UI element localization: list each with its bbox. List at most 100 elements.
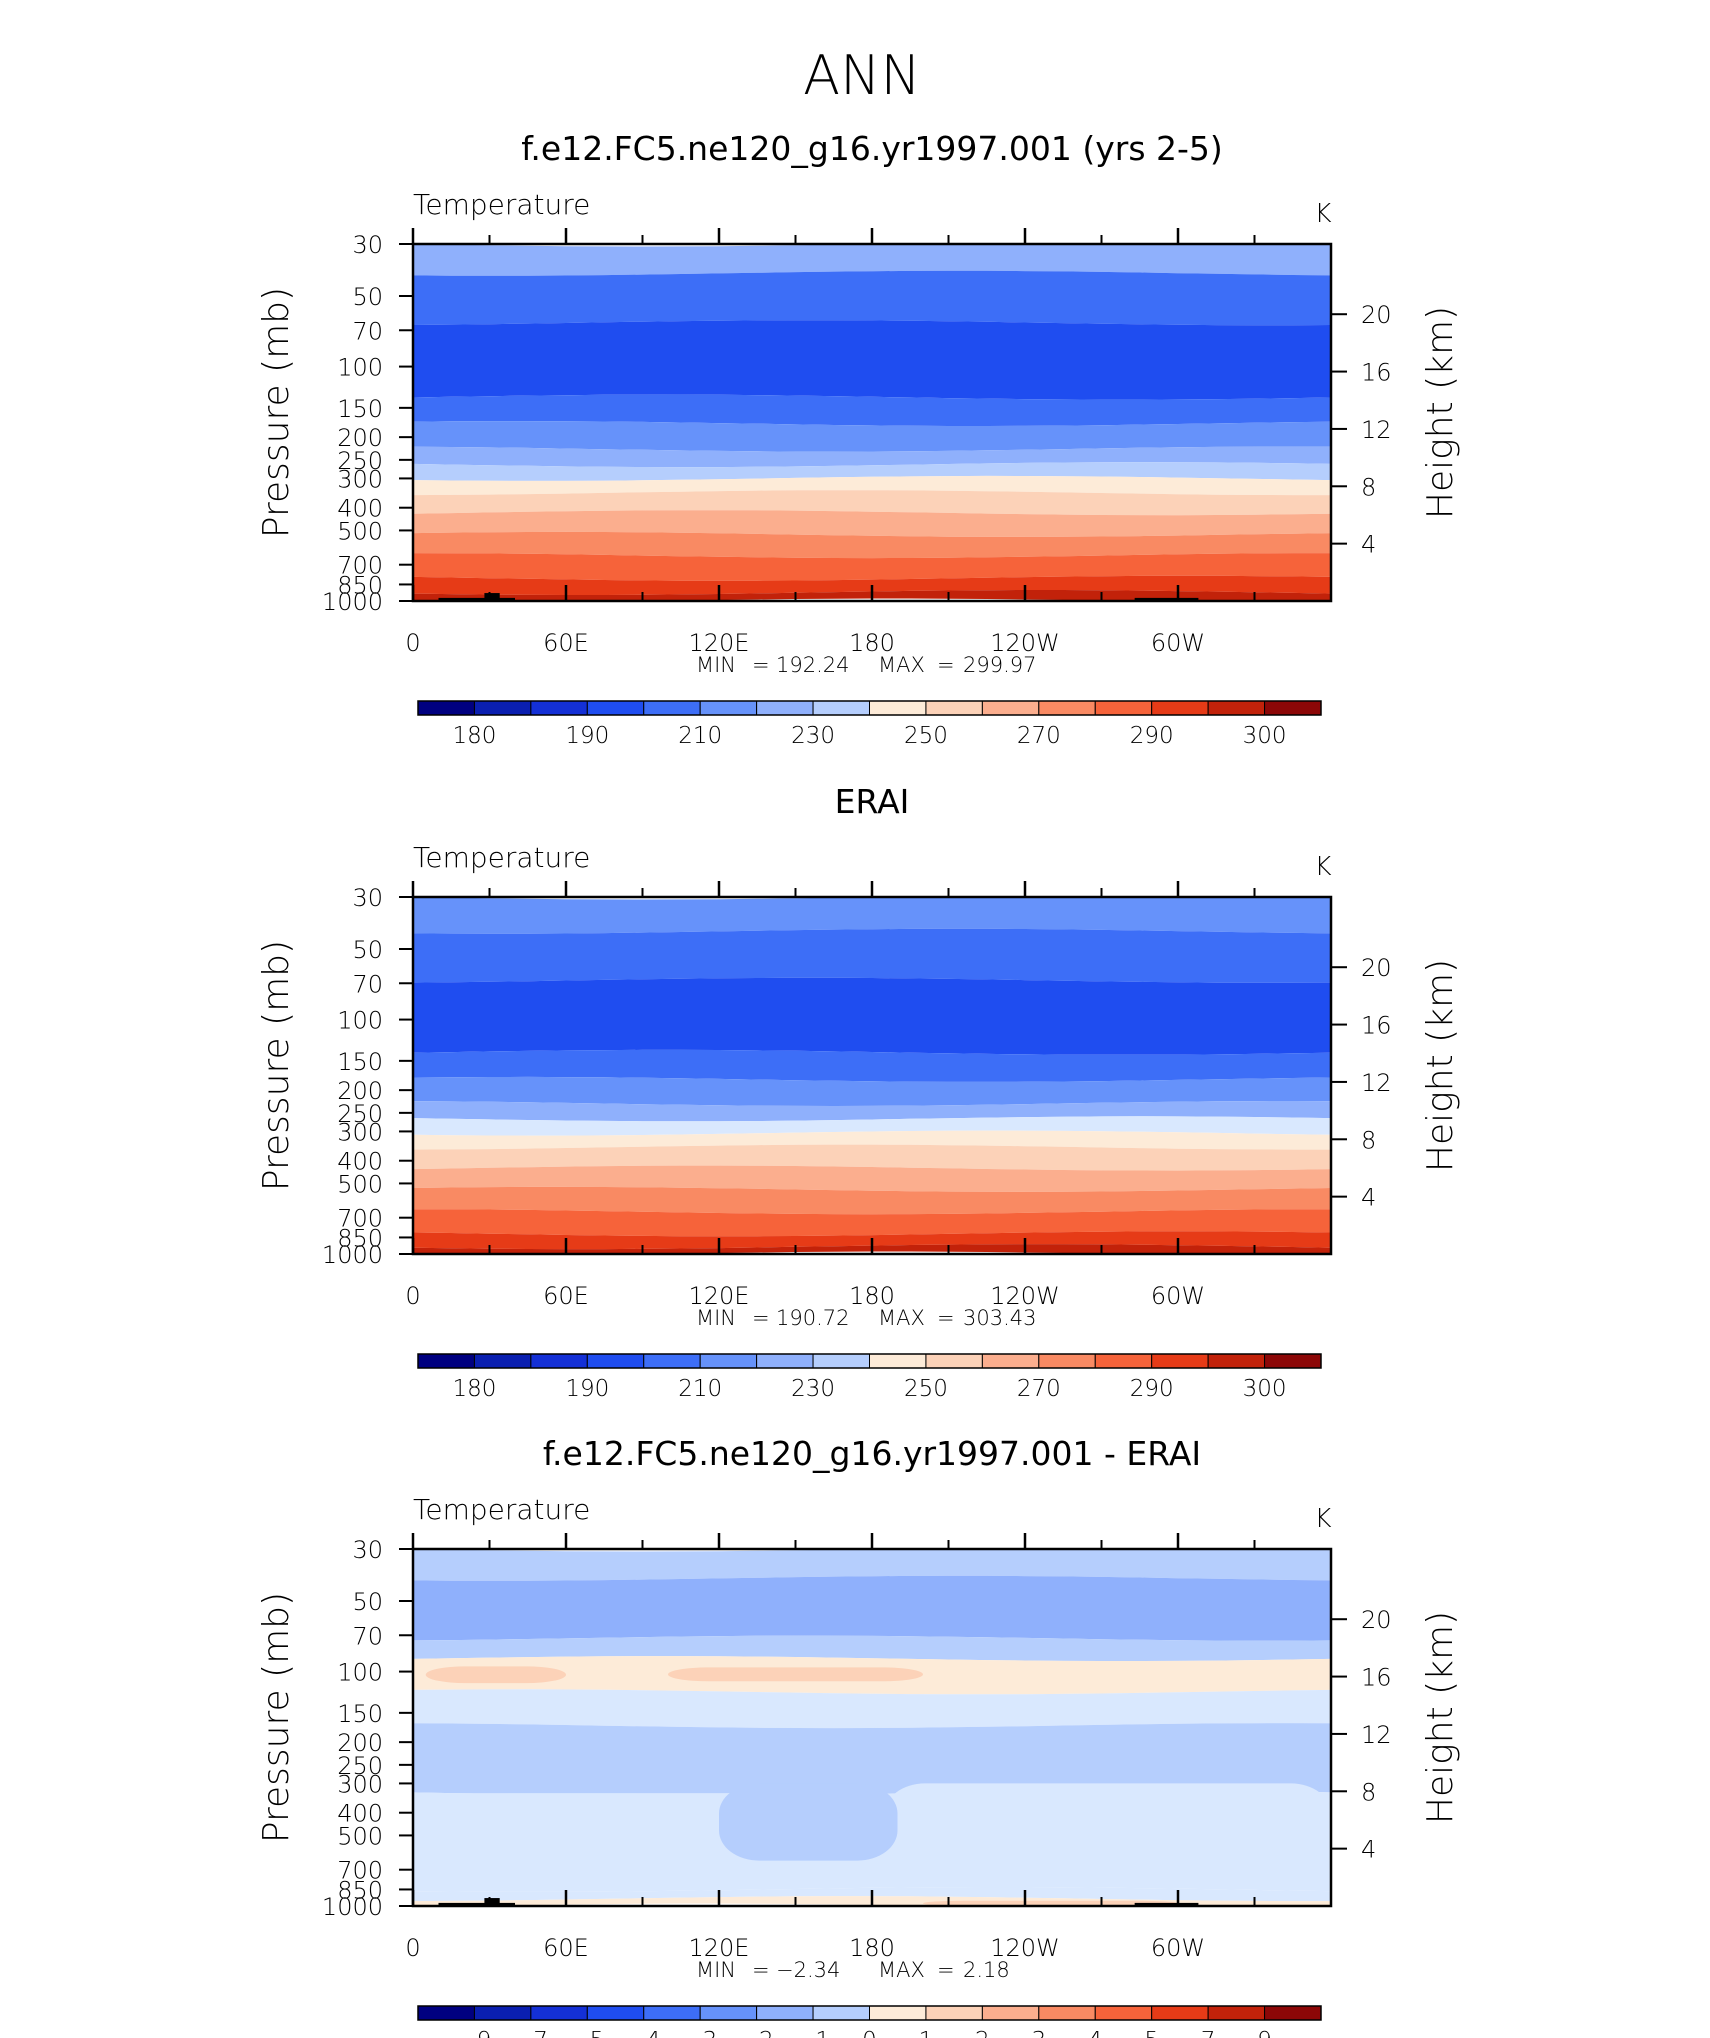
y-tick-label: 100: [337, 1007, 383, 1035]
panel-title: ERAI: [835, 782, 910, 821]
y-tick-label: 500: [337, 1822, 383, 1850]
colorbar-box: [699, 700, 758, 716]
y-axis-title: Pressure (mb): [256, 1592, 297, 1843]
stat-equals: =: [752, 1306, 770, 1330]
x-tick-label: 0: [405, 1934, 420, 1962]
stat-equals: =: [937, 1306, 955, 1330]
colorbar-box: [869, 700, 927, 716]
stat-equals: =: [752, 653, 770, 677]
x-tick-label: 0: [405, 1282, 420, 1310]
y-right-axis-title: Height (km): [1420, 959, 1461, 1172]
colorbar-box: [1264, 1353, 1322, 1369]
colorbar-box: [1038, 2005, 1096, 2021]
colorbar-box: [925, 700, 983, 716]
colorbar-label: 290: [1130, 1376, 1174, 1402]
y-tick-label: 100: [337, 354, 383, 382]
x-tick-label: 120E: [689, 1934, 750, 1962]
contour-band: [413, 897, 1331, 934]
contour-band: [413, 320, 1331, 400]
colorbar-label: 300: [1243, 1376, 1287, 1402]
y-right-tick-label: 16: [1361, 1664, 1392, 1692]
colorbar-label: 4: [1088, 2028, 1103, 2038]
topography-mask: [438, 597, 515, 601]
x-tick-label: 60W: [1151, 629, 1205, 657]
colorbar-box: [417, 1353, 475, 1369]
y-right-tick-label: 4: [1361, 531, 1376, 559]
y-tick-label: 850: [337, 1876, 383, 1904]
y-right-tick-label: 12: [1361, 416, 1392, 444]
colorbar-box: [1151, 2005, 1209, 2021]
plot-area: [413, 897, 1331, 1254]
x-tick-label: 180: [849, 1282, 895, 1310]
y-tick-label: 700: [337, 1205, 383, 1233]
colorbar-label: −1: [796, 2028, 830, 2038]
colorbar-label: −4: [627, 2028, 661, 2038]
colorbar-box: [981, 2005, 1040, 2021]
stat-equals: =: [937, 653, 955, 677]
panel-title: f.e12.FC5.ne120_g16.yr1997.001 (yrs 2-5): [521, 129, 1223, 168]
colorbar-label: 2: [975, 2028, 990, 2038]
contour-patch: [719, 1783, 898, 1861]
stat-min-label: MIN: [696, 1958, 736, 1982]
colorbar-box: [812, 700, 870, 716]
colorbar-label: 210: [678, 1376, 722, 1402]
y-tick-label: 300: [337, 1770, 383, 1798]
chart-panel-1: f.e12.FC5.ne120_g16.yr1997.001 (yrs 2-5)…: [256, 129, 1461, 749]
colorbar-label: 300: [1243, 723, 1287, 749]
colorbar-box: [1094, 1353, 1153, 1369]
colorbar-box: [643, 700, 701, 716]
contour-band: [413, 531, 1331, 559]
contour-band: [413, 421, 1331, 452]
contour-band: [413, 977, 1331, 1055]
contour-band: [413, 1130, 1331, 1150]
y-right-tick-label: 12: [1361, 1721, 1392, 1749]
y-tick-label: 700: [337, 552, 383, 580]
colorbar-label: 1: [919, 2028, 934, 2038]
colorbar-label: 270: [1017, 723, 1061, 749]
y-tick-label: 50: [352, 936, 383, 964]
y-tick-label: 100: [337, 1659, 383, 1687]
colorbar-box: [530, 700, 588, 716]
y-tick-label: 500: [337, 517, 383, 545]
colorbar-label: −3: [683, 2028, 717, 2038]
colorbar-box: [1264, 2005, 1322, 2021]
y-tick-label: 500: [337, 1170, 383, 1198]
colorbar-box: [1207, 1353, 1266, 1369]
contour-band: [413, 1165, 1331, 1192]
y-tick-label: 150: [337, 1048, 383, 1076]
stat-min-value: 190.72: [776, 1306, 849, 1330]
x-tick-label: 120W: [990, 629, 1060, 657]
stat-equals: =: [752, 1958, 770, 1982]
y-tick-label: 70: [352, 970, 383, 998]
colorbar-label: 190: [565, 723, 609, 749]
colorbar-box: [473, 2005, 532, 2021]
x-tick-label: 60W: [1151, 1282, 1205, 1310]
colorbar-box: [812, 1353, 870, 1369]
contour-band: [413, 1723, 1331, 1796]
colorbar-label: 210: [678, 723, 722, 749]
colorbar-box: [1151, 1353, 1209, 1369]
colorbar-label: 0: [862, 2028, 877, 2038]
contour-patch: [413, 1793, 796, 1854]
y-right-tick-label: 4: [1361, 1836, 1376, 1864]
x-tick-label: 60W: [1151, 1934, 1205, 1962]
y-right-tick-label: 8: [1361, 1778, 1376, 1806]
y-tick-label: 30: [352, 231, 383, 259]
y-right-axis-title: Height (km): [1420, 1611, 1461, 1824]
y-right-tick-label: 16: [1361, 1012, 1392, 1040]
contour-band: [413, 1635, 1331, 1661]
colorbar-label: 290: [1130, 723, 1174, 749]
contour-band: [413, 475, 1331, 496]
y-tick-label: 1000: [322, 1893, 383, 1921]
colorbar-box: [586, 700, 645, 716]
topography-mask: [1134, 1902, 1199, 1906]
colorbar-label: 250: [904, 1376, 948, 1402]
colorbar-label: 7: [1201, 2028, 1216, 2038]
y-tick-label: 250: [337, 447, 383, 475]
contour-band: [413, 1549, 1331, 1581]
colorbar-box: [1151, 700, 1209, 716]
contour-band: [413, 462, 1331, 481]
y-tick-label: 850: [337, 1224, 383, 1252]
variable-label: Temperature: [413, 1493, 590, 1526]
contour-band: [413, 1186, 1331, 1215]
